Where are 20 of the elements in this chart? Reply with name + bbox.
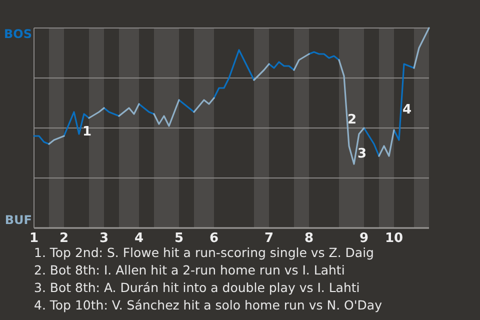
x-tick-label: 4: [134, 231, 144, 246]
text: BOS: [4, 27, 32, 41]
text: 4. Top 10th: V. Sánchez hit a solo home run vs N. O'Day: [34, 298, 383, 312]
x-tick-label: 1: [29, 231, 39, 246]
text: 3. Bot 8th: A. Durán hit into a double play vs I. Lahti: [34, 280, 360, 295]
annotation: 3: [357, 146, 367, 162]
x-tick-label: 6: [209, 231, 219, 246]
x-tick-label: 7: [264, 231, 274, 246]
annotation: 4: [402, 102, 412, 118]
text: BUF: [4, 213, 32, 227]
x-tick-label: 3: [99, 231, 109, 246]
annotation: 2: [347, 112, 357, 128]
x-tick-label: 2: [59, 231, 69, 246]
text: 1. Top 2nd: S. Flowe hit a run-scoring single vs Z. Daig: [34, 245, 374, 260]
x-tick-label: 8: [304, 231, 314, 246]
annotation: 1: [82, 124, 92, 140]
x-tick-label: 5: [174, 231, 184, 246]
text: 2. Bot 8th: I. Allen hit a 2-run home run vs I. Lahti: [34, 262, 345, 278]
x-tick-label: 10: [384, 231, 404, 246]
x-tick-label: 9: [359, 231, 369, 246]
